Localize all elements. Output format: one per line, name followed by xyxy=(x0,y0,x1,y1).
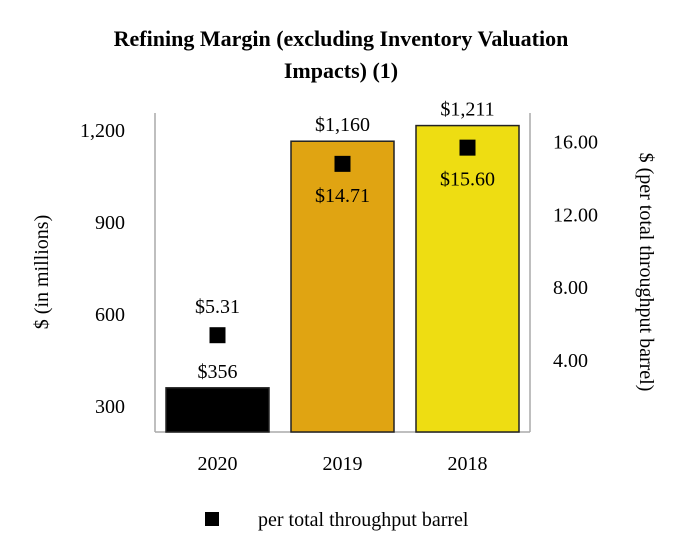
marker-2020 xyxy=(209,327,226,344)
bar-2020 xyxy=(165,387,270,433)
chart-title-line-2: Impacts) (1) xyxy=(284,58,398,83)
bar-value-label: $1,211 xyxy=(440,99,494,121)
x-tick-label: 2020 xyxy=(198,453,238,475)
y-tick-label: 1,200 xyxy=(80,120,125,142)
y-tick-label: 900 xyxy=(95,212,125,234)
marker-value-label: $5.31 xyxy=(195,296,240,318)
y-tick-label: 300 xyxy=(95,396,125,418)
x-tick-label: 2018 xyxy=(448,453,488,475)
legend-marker xyxy=(205,512,219,526)
bar-value-label: $1,160 xyxy=(315,114,370,136)
bar-value-label: $356 xyxy=(198,361,238,383)
x-tick-label: 2019 xyxy=(323,453,363,475)
y2-tick-label: 16.00 xyxy=(553,131,598,153)
bar-2018 xyxy=(415,124,520,433)
y2-tick-label: 8.00 xyxy=(553,277,588,299)
y-axis-label: $ (in millions) xyxy=(31,215,53,329)
marker-2018 xyxy=(459,139,476,156)
y2-tick-label: 12.00 xyxy=(553,204,598,226)
legend-label: per total throughput barrel xyxy=(258,509,469,531)
chart-title-line-1: Refining Margin (excluding Inventory Val… xyxy=(114,26,569,51)
marker-value-label: $14.71 xyxy=(315,185,370,207)
y2-tick-label: 4.00 xyxy=(553,350,588,372)
marker-value-label: $15.60 xyxy=(440,169,495,191)
y-tick-label: 600 xyxy=(95,304,125,326)
y2-axis-label: $ (per total throughput barrel) xyxy=(635,153,657,392)
bar-2019 xyxy=(290,140,395,433)
marker-2019 xyxy=(334,155,351,172)
